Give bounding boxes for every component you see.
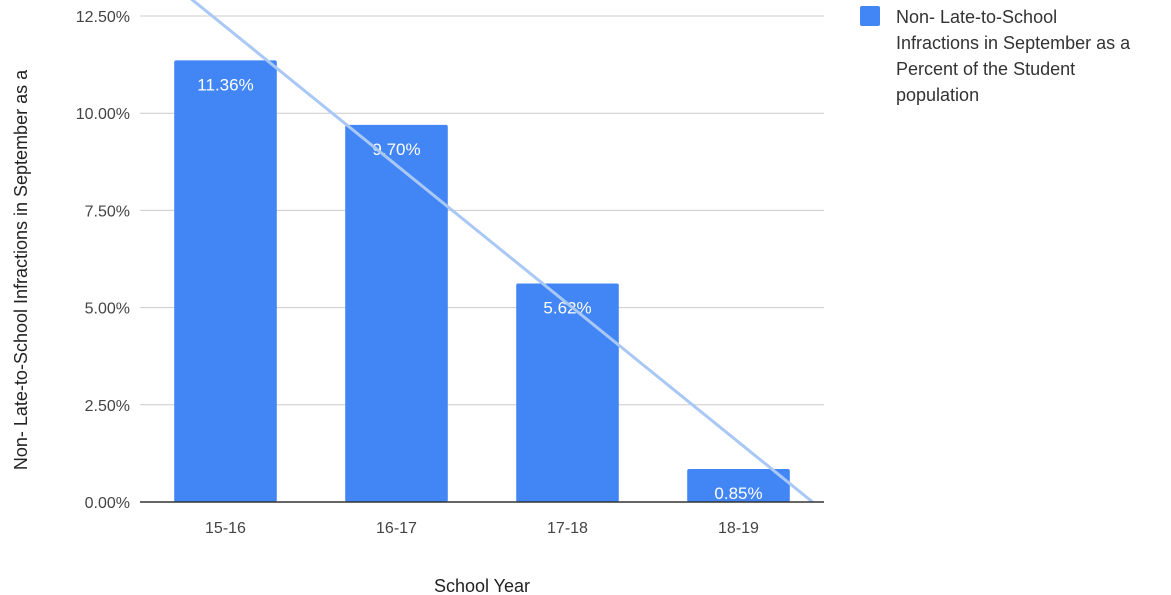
x-tick-label: 15-16 <box>205 520 246 537</box>
legend-swatch <box>860 6 880 26</box>
x-tick-label: 18-19 <box>718 520 759 537</box>
legend-line-2: Infractions in September as a <box>896 33 1131 53</box>
bar-data-label: 5.62% <box>543 298 591 317</box>
bar <box>174 60 277 502</box>
y-tick-label: 2.50% <box>85 398 130 415</box>
bar <box>345 124 448 502</box>
x-tick-label: 16-17 <box>376 520 417 537</box>
y-tick-label: 12.50% <box>76 9 130 26</box>
bar <box>687 468 790 502</box>
bar-data-label: 0.85% <box>714 484 762 503</box>
bars: 11.36% 9.70% 5.62% 0.85% <box>174 60 790 503</box>
bar-data-label: 11.36% <box>197 75 253 94</box>
y-axis-title: Non- Late-to-School Infractions in Septe… <box>11 69 31 470</box>
y-axis-ticks: 0.00% 2.50% 5.00% 7.50% 10.00% 12.50% <box>76 9 130 512</box>
trendline-group <box>190 0 815 502</box>
y-tick-label: 10.00% <box>76 106 130 123</box>
legend-line-3: Percent of the Student <box>896 59 1075 79</box>
trendline <box>190 0 815 502</box>
y-tick-label: 5.00% <box>85 301 130 318</box>
y-tick-label: 7.50% <box>85 203 130 220</box>
legend: Non- Late-to-School Infractions in Septe… <box>860 6 1131 105</box>
x-tick-label: 17-18 <box>547 520 588 537</box>
bar-data-label: 9.70% <box>372 140 420 159</box>
legend-line-4: population <box>896 85 979 105</box>
y-tick-label: 0.00% <box>85 495 130 512</box>
x-axis-title: School Year <box>434 576 530 595</box>
x-axis-ticks: 15-16 16-17 17-18 18-19 <box>205 520 759 537</box>
legend-line-1: Non- Late-to-School <box>896 7 1057 27</box>
bar <box>516 283 619 502</box>
